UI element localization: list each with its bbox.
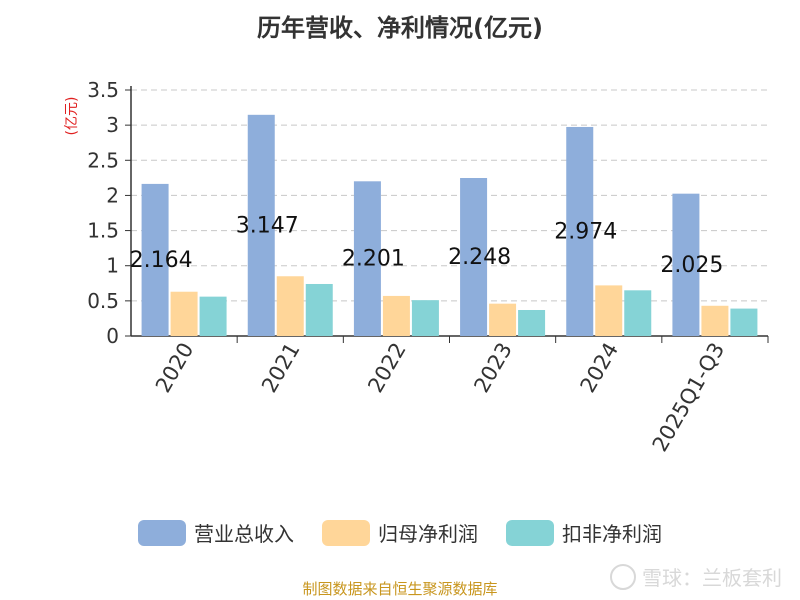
y-tick-label: 2: [106, 183, 119, 207]
data-label-revenue: 2.164: [130, 248, 193, 273]
y-axis-label: (亿元): [64, 97, 80, 136]
bar-net-profit: [170, 291, 198, 336]
y-tick-label: 3.5: [87, 78, 119, 102]
x-tick-label: 2023: [469, 339, 517, 397]
y-tick-label: 0.5: [87, 289, 119, 313]
data-source-note: 制图数据来自恒生聚源数据库: [302, 580, 498, 598]
legend-item-revenue[interactable]: 营业总收入: [138, 518, 294, 547]
bar-net-profit: [595, 285, 623, 336]
bar-revenue: [247, 114, 275, 337]
data-label-revenue: 2.025: [660, 253, 723, 278]
y-tick-label: 1: [106, 254, 119, 278]
data-label-revenue: 3.147: [236, 213, 299, 238]
y-tick-label: 0: [106, 324, 119, 348]
snowball-logo-icon: [610, 563, 636, 590]
chart-title: 历年营收、净利情况(亿元): [257, 14, 543, 42]
x-tick-label: 2020: [151, 339, 199, 397]
legend-label-revenue: 营业总收入: [194, 522, 294, 546]
bar-net-profit: [382, 295, 410, 336]
legend-label-net-profit: 归母净利润: [378, 522, 478, 546]
data-label-revenue: 2.248: [448, 245, 511, 270]
data-label-revenue: 2.201: [342, 247, 405, 272]
bar-deducted-profit: [411, 300, 439, 336]
bar-revenue: [141, 183, 169, 336]
watermark: 雪球：兰板套利: [610, 562, 782, 591]
legend: 营业总收入 归母净利润 扣非净利润: [0, 518, 800, 547]
bar-net-profit: [701, 305, 729, 336]
legend-swatch-deducted-profit: [506, 519, 554, 546]
x-tick-label: 2024: [576, 339, 624, 397]
legend-swatch-revenue: [138, 519, 186, 546]
watermark-text: 雪球：兰板套利: [642, 566, 782, 590]
legend-item-net-profit[interactable]: 归母净利润: [322, 518, 478, 547]
bar-net-profit: [276, 276, 304, 336]
legend-item-deducted-profit[interactable]: 扣非净利润: [506, 518, 662, 547]
y-tick-label: 3: [106, 113, 119, 137]
bar-revenue: [460, 177, 488, 336]
bar-revenue: [672, 193, 700, 336]
bar-deducted-profit: [518, 309, 546, 336]
bar-net-profit: [489, 303, 517, 336]
legend-label-deducted-profit: 扣非净利润: [562, 522, 662, 546]
x-tick-label: 2021: [257, 339, 305, 397]
y-tick-label: 1.5: [87, 219, 119, 243]
bar-deducted-profit: [730, 308, 758, 336]
legend-swatch-net-profit: [322, 519, 370, 546]
data-label-revenue: 2.974: [554, 219, 617, 244]
bar-revenue: [566, 126, 594, 337]
x-tick-label: 2025Q1-Q3: [648, 339, 730, 456]
bar-revenue: [353, 181, 381, 336]
y-tick-label: 2.5: [87, 148, 119, 172]
bar-deducted-profit: [624, 290, 652, 336]
x-tick-label: 2022: [363, 339, 411, 397]
bar-deducted-profit: [199, 296, 227, 336]
bar-deducted-profit: [305, 283, 333, 336]
